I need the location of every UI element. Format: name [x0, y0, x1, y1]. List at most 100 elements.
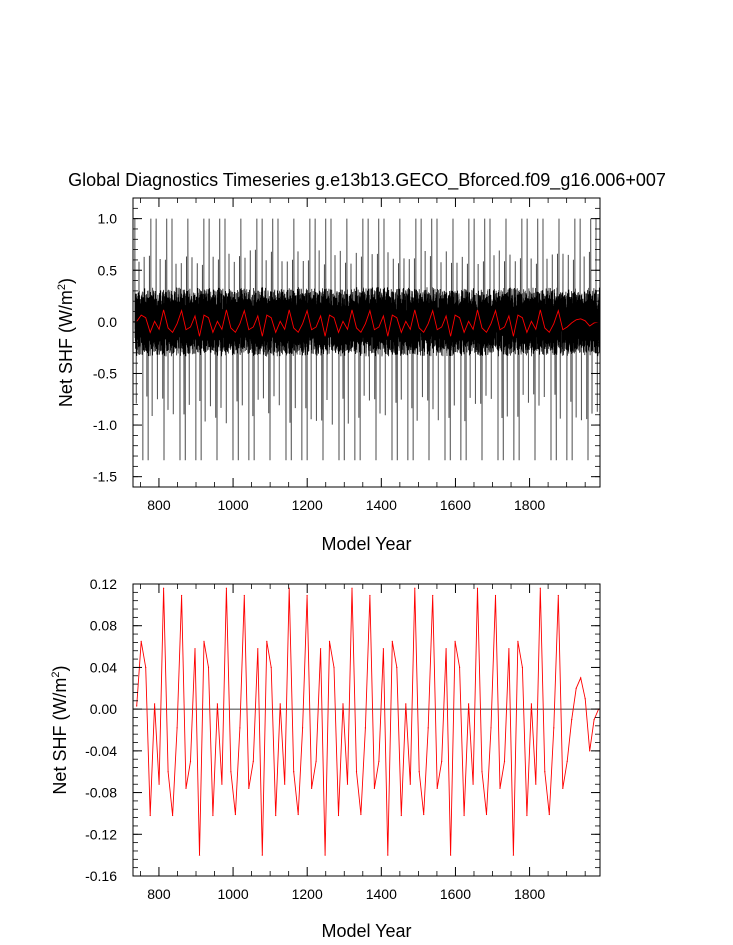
- top-chart: 800 1000 1200 1400 1600 1800 -1.5 -1.0 -0.5 0.0 0…: [56, 197, 601, 554]
- data-point: [239, 727, 241, 729]
- data-point: [544, 771, 546, 773]
- top-y-axis-label-sup: 2: [56, 284, 68, 290]
- top-y-axis-label: Net SHF (W/m2): [56, 278, 76, 407]
- top-y-tick-labels: -1.5 -1.0 -0.5 0.0 0.5 1.0: [93, 211, 117, 485]
- data-point: [571, 719, 573, 721]
- data-point: [266, 640, 268, 643]
- data-point: [396, 666, 398, 669]
- data-point: [324, 854, 326, 856]
- data-point: [499, 787, 501, 790]
- data-point: [418, 771, 420, 773]
- data-point: [176, 727, 178, 729]
- data-point: [391, 640, 393, 643]
- data-point: [198, 854, 201, 856]
- data-point: [167, 771, 169, 773]
- data-point: [423, 813, 425, 816]
- data-point: [261, 854, 263, 856]
- data-point: [189, 760, 192, 762]
- y-tick-label: 0.04: [90, 659, 117, 675]
- data-point: [207, 666, 210, 669]
- data-point: [216, 703, 218, 705]
- data-point: [234, 813, 236, 816]
- data-point: [275, 814, 277, 817]
- data-point: [557, 594, 559, 597]
- data-point: [427, 727, 429, 729]
- y-tick-label: 1.0: [98, 211, 118, 227]
- y-tick-label: -1.5: [93, 469, 117, 485]
- bottom-y-tick-labels: -0.16 -0.12 -0.08 -0.04 0.00 0.04 0.08 0.12: [85, 576, 117, 884]
- y-tick-label: 0.08: [90, 618, 117, 634]
- data-point: [302, 727, 304, 729]
- x-tick-label: 1000: [217, 497, 248, 513]
- data-point: [140, 640, 142, 643]
- data-point: [562, 787, 564, 790]
- data-point: [485, 813, 488, 816]
- top-plot-frame: [132, 197, 601, 488]
- y-tick-label: 0.0: [98, 314, 118, 330]
- data-point: [490, 727, 492, 729]
- bottom-chart: 800 1000 1200 1400 1600 1800 -0.16-0.12-0.08-…: [50, 576, 601, 941]
- data-point: [409, 783, 411, 785]
- data-point: [472, 783, 474, 785]
- bottom-data-points: [136, 587, 600, 856]
- x-tick-label: 1400: [366, 886, 397, 902]
- x-tick-label: 1600: [440, 886, 471, 902]
- data-point: [575, 687, 577, 689]
- data-point: [503, 760, 506, 762]
- data-point: [172, 814, 174, 817]
- data-point: [387, 854, 389, 856]
- data-point: [360, 813, 362, 816]
- data-point: [517, 640, 519, 643]
- data-point: [400, 814, 402, 817]
- top-y-axis-label-close: ): [56, 278, 76, 284]
- data-point: [521, 666, 524, 669]
- data-point: [185, 787, 187, 790]
- data-point: [459, 666, 461, 669]
- data-point: [566, 760, 568, 762]
- x-tick-label: 1600: [440, 497, 471, 513]
- data-point: [158, 783, 160, 785]
- x-tick-label: 800: [147, 497, 171, 513]
- data-point: [163, 587, 165, 589]
- x-tick-label: 1400: [366, 497, 397, 513]
- bottom-plot-frame: [132, 583, 601, 877]
- y-tick-label: -0.08: [85, 785, 117, 801]
- y-tick-label: 0.00: [90, 701, 117, 717]
- data-point: [257, 648, 259, 650]
- data-point: [593, 719, 595, 721]
- data-point: [476, 587, 479, 589]
- bottom-y-axis-label-sup: 2: [50, 671, 62, 677]
- bottom-annual-mean-series: [136, 588, 600, 856]
- top-y-axis-label-main: Net SHF (W/m: [56, 290, 76, 407]
- x-tick-label: 1200: [292, 497, 323, 513]
- data-point: [243, 594, 245, 597]
- data-point: [221, 783, 223, 785]
- data-point: [252, 760, 254, 762]
- top-x-axis-label: Model Year: [321, 534, 411, 554]
- x-tick-label: 1200: [292, 886, 323, 902]
- data-point: [548, 813, 550, 816]
- figure-title: Global Diagnostics Timeseries g.e13b13.G…: [68, 170, 666, 191]
- data-point: [270, 666, 272, 669]
- x-tick-label: 800: [147, 886, 171, 902]
- data-point: [468, 703, 470, 705]
- bottom-y-axis-label-close: ): [50, 665, 70, 671]
- data-point: [432, 594, 434, 597]
- data-point: [306, 594, 308, 597]
- data-point: [136, 705, 138, 707]
- data-point: [450, 854, 452, 856]
- data-point: [194, 648, 196, 650]
- top-annual-mean-series: [136, 308, 599, 337]
- top-tick-marks: [133, 197, 600, 488]
- data-point: [293, 771, 295, 773]
- data-point: [320, 648, 322, 650]
- data-point: [382, 648, 384, 650]
- data-point: [181, 594, 183, 597]
- data-point: [333, 666, 335, 669]
- data-point: [373, 787, 375, 790]
- y-tick-label: 0.5: [98, 262, 118, 278]
- data-point: [454, 640, 456, 643]
- data-point: [145, 666, 147, 669]
- data-point: [149, 814, 151, 817]
